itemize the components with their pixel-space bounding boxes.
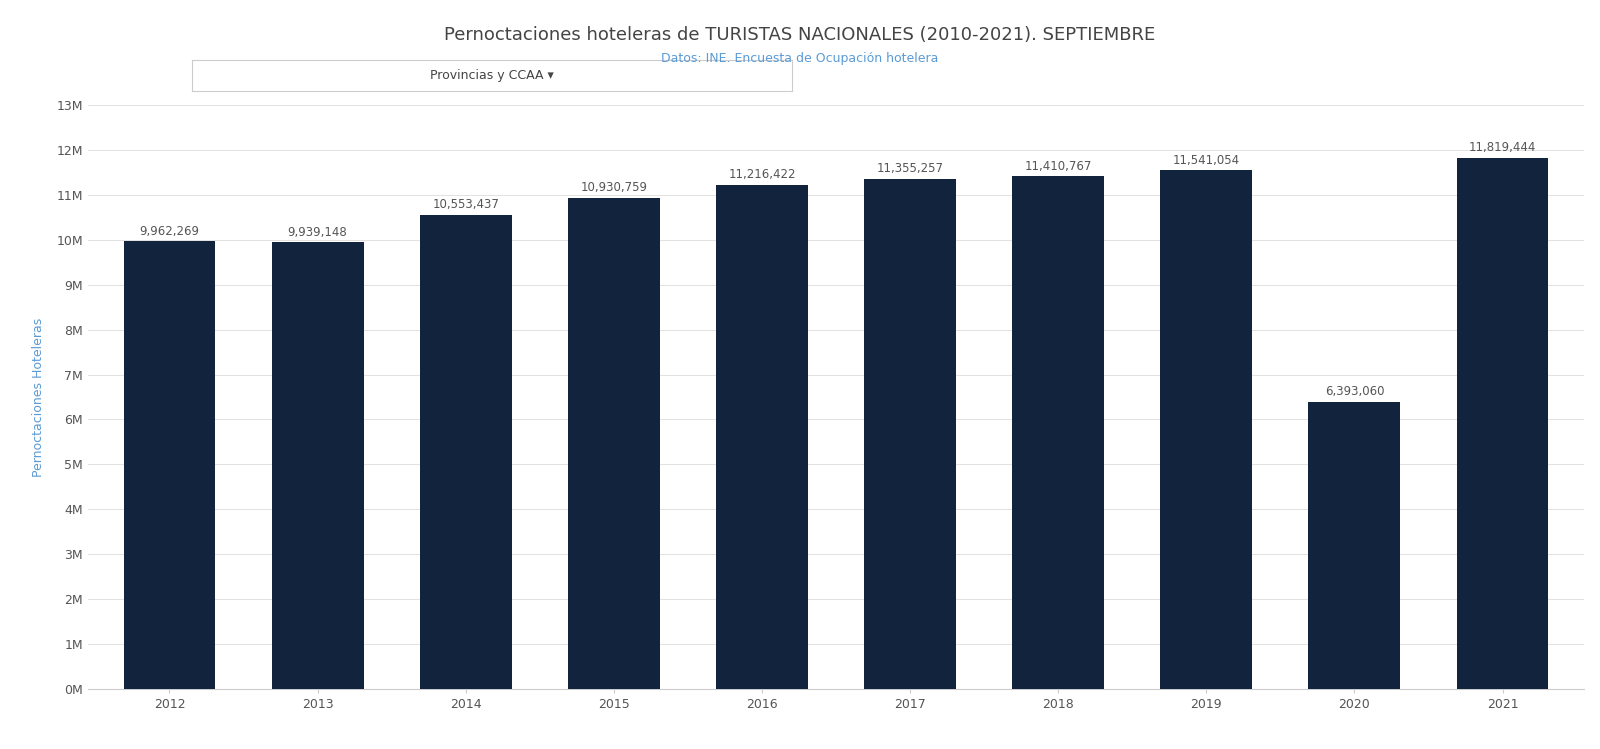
- Bar: [1160, 171, 1253, 689]
- Bar: [717, 185, 808, 689]
- Bar: [864, 179, 955, 689]
- Text: 11,355,257: 11,355,257: [877, 163, 944, 175]
- Text: 11,541,054: 11,541,054: [1173, 154, 1240, 167]
- Text: 11,410,767: 11,410,767: [1024, 160, 1091, 173]
- Text: 11,216,422: 11,216,422: [728, 169, 795, 181]
- Bar: [568, 198, 659, 689]
- Text: 9,939,148: 9,939,148: [288, 225, 347, 239]
- Bar: [123, 241, 216, 689]
- Text: Pernoctaciones hoteleras de TURISTAS NACIONALES (2010-2021). SEPTIEMBRE: Pernoctaciones hoteleras de TURISTAS NAC…: [445, 26, 1155, 44]
- Text: 9,962,269: 9,962,269: [139, 225, 200, 237]
- Y-axis label: Pernoctaciones Hoteleras: Pernoctaciones Hoteleras: [32, 318, 45, 476]
- Text: 10,930,759: 10,930,759: [581, 181, 648, 194]
- Bar: [419, 215, 512, 689]
- Bar: [272, 243, 363, 689]
- Text: 11,819,444: 11,819,444: [1469, 142, 1536, 154]
- Text: 10,553,437: 10,553,437: [432, 198, 499, 211]
- Text: Provincias y CCAA ▾: Provincias y CCAA ▾: [430, 69, 554, 82]
- Bar: [1309, 401, 1400, 689]
- Text: Datos: INE. Encuesta de Ocupación hotelera: Datos: INE. Encuesta de Ocupación hotele…: [661, 52, 939, 65]
- Text: 6,393,060: 6,393,060: [1325, 385, 1384, 398]
- Bar: [1456, 158, 1549, 689]
- Bar: [1013, 176, 1104, 689]
